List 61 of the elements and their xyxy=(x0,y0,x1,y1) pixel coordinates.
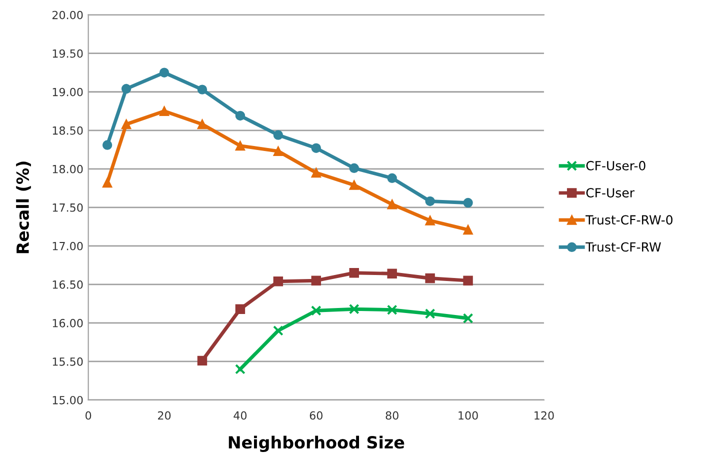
point xyxy=(102,140,112,150)
point xyxy=(273,146,284,156)
x-tick-label: 0 xyxy=(86,411,92,420)
point xyxy=(121,84,132,94)
point xyxy=(311,276,322,286)
y-tick-label: 18.00 xyxy=(52,164,83,174)
point xyxy=(349,163,359,173)
point xyxy=(121,119,132,130)
point xyxy=(463,224,473,235)
x-axis-title: Neighborhood Size xyxy=(228,436,404,452)
point xyxy=(425,216,435,226)
y-tick-label: 19.00 xyxy=(52,88,83,96)
x-tick-label: 40 xyxy=(234,411,247,420)
point xyxy=(387,199,397,210)
point xyxy=(235,140,246,151)
point xyxy=(273,130,284,140)
x-tick-label: 20 xyxy=(158,411,171,420)
y-tick-label: 19.50 xyxy=(52,49,83,58)
legend-label: Trust-CF-RW-0 xyxy=(586,215,672,225)
y-tick-label: 20.00 xyxy=(52,10,83,20)
legend-label: CF-User-0 xyxy=(586,160,646,170)
point xyxy=(349,180,359,190)
point xyxy=(197,119,208,130)
point xyxy=(348,304,360,314)
y-tick-label: 18.50 xyxy=(52,126,83,135)
point xyxy=(349,268,359,278)
point xyxy=(387,268,397,279)
point xyxy=(159,68,170,78)
y-tick-label: 15.00 xyxy=(52,396,83,404)
point xyxy=(102,178,112,188)
point xyxy=(197,84,208,94)
x-tick-label: 80 xyxy=(386,411,398,420)
point xyxy=(425,273,435,284)
point xyxy=(424,308,436,319)
point xyxy=(272,325,284,336)
point xyxy=(425,196,435,206)
point xyxy=(311,143,322,153)
point xyxy=(463,198,473,208)
point xyxy=(311,168,322,178)
point xyxy=(463,276,473,286)
x-tick-label: 60 xyxy=(310,411,322,420)
point xyxy=(462,313,474,324)
point xyxy=(235,364,246,374)
point xyxy=(159,106,170,116)
point xyxy=(197,356,208,366)
legend-label: CF-User xyxy=(586,188,635,198)
y-axis-title: Recall (%) xyxy=(16,162,31,254)
y-tick-label: 17.50 xyxy=(52,203,83,212)
y-tick-label: 16.00 xyxy=(52,318,83,328)
point xyxy=(235,304,246,314)
x-tick-label: 100 xyxy=(458,411,478,420)
y-tick-label: 15.50 xyxy=(52,357,83,366)
legend-label: Trust-CF-RW xyxy=(586,242,661,252)
point xyxy=(273,276,284,286)
x-tick-label: 120 xyxy=(534,411,554,420)
point xyxy=(235,110,246,121)
point xyxy=(386,304,398,316)
y-tick-label: 16.50 xyxy=(52,280,83,289)
point xyxy=(310,305,322,316)
point xyxy=(387,173,397,183)
y-tick-label: 17.00 xyxy=(52,242,83,250)
